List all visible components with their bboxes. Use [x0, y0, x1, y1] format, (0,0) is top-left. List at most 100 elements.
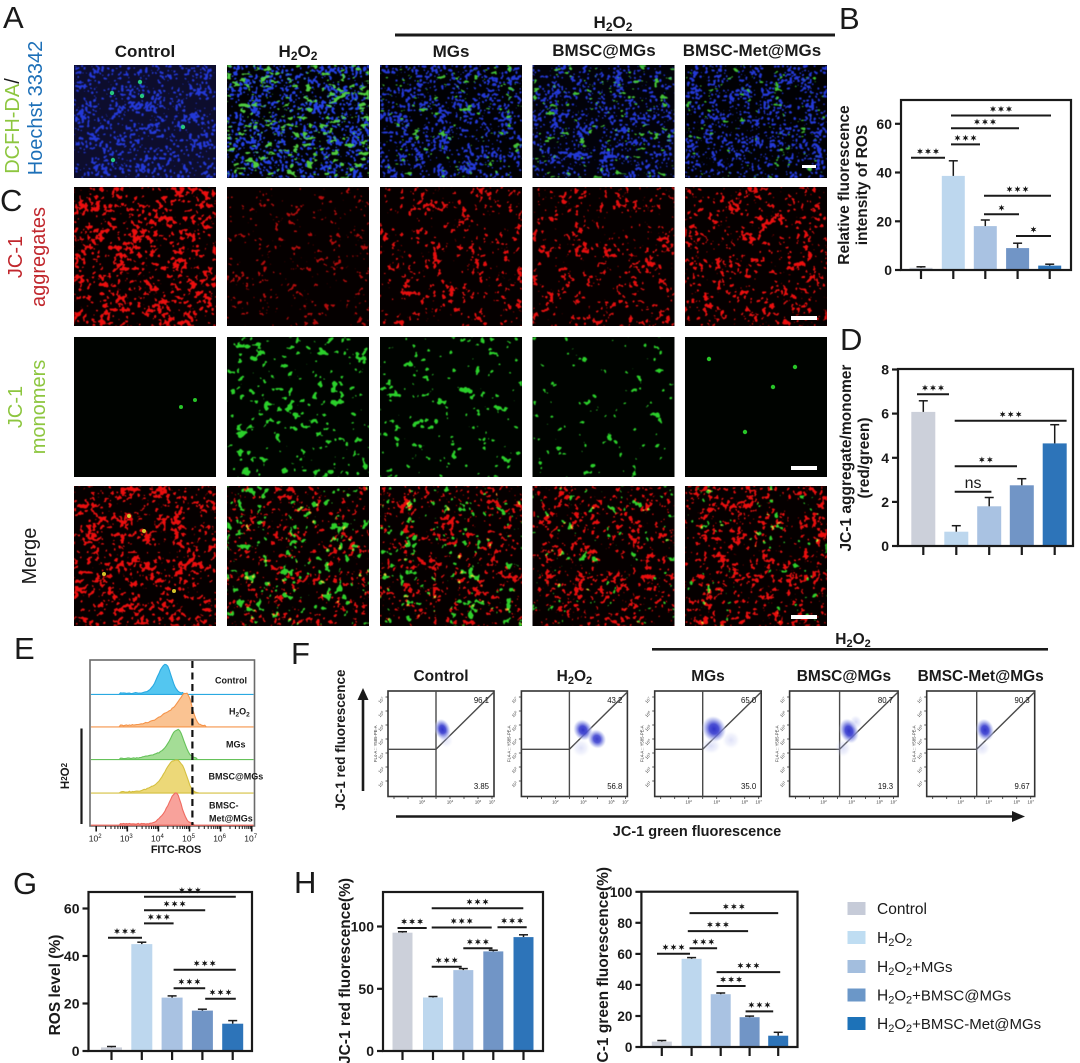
svg-text:103: 103: [120, 834, 133, 844]
svg-text:Hoechst 33342: Hoechst 33342: [25, 41, 47, 176]
svg-text:40: 40: [64, 948, 80, 964]
svg-text:0: 0: [366, 1043, 374, 1059]
svg-text:20: 20: [64, 996, 80, 1012]
svg-text:107: 107: [1028, 799, 1035, 805]
svg-text:105: 105: [916, 724, 925, 733]
svg-text:BMSC@MGs: BMSC@MGs: [797, 668, 891, 685]
svg-text:40: 40: [617, 978, 632, 993]
svg-text:65.0: 65.0: [741, 696, 757, 705]
svg-text:FITC-ROS: FITC-ROS: [151, 844, 201, 856]
svg-text:ns: ns: [965, 475, 982, 492]
svg-text:106: 106: [377, 710, 386, 719]
svg-text:intensity of ROS: intensity of ROS: [854, 125, 871, 246]
svg-text:JC-1: JC-1: [5, 236, 27, 278]
svg-text:107: 107: [778, 696, 787, 705]
svg-text:105: 105: [377, 724, 386, 733]
svg-text:102: 102: [552, 799, 559, 805]
svg-text:Met@MGs: Met@MGs: [209, 814, 253, 824]
svg-text:104: 104: [848, 799, 855, 805]
svg-text:107: 107: [622, 799, 629, 805]
svg-text:103: 103: [510, 752, 519, 761]
svg-text:102: 102: [778, 766, 787, 775]
svg-text:104: 104: [916, 738, 925, 747]
svg-text:6: 6: [881, 406, 889, 422]
svg-text:60: 60: [617, 947, 632, 962]
svg-text:Control: Control: [215, 676, 247, 686]
svg-text:0: 0: [625, 1040, 633, 1055]
svg-text:BMSC-: BMSC-: [209, 801, 239, 811]
svg-text:106: 106: [644, 710, 653, 719]
svg-text:2: 2: [881, 494, 889, 510]
svg-text:105: 105: [778, 724, 787, 733]
svg-text:20: 20: [617, 1009, 632, 1024]
svg-text:JC-1 green fluorescence: JC-1 green fluorescence: [613, 824, 781, 840]
svg-text:106: 106: [742, 799, 749, 805]
svg-text:H2O2: H2O2: [877, 930, 912, 949]
svg-text:50: 50: [358, 981, 374, 997]
svg-text:40: 40: [876, 165, 892, 181]
svg-text:102: 102: [419, 799, 426, 805]
svg-text:0: 0: [72, 1043, 80, 1059]
svg-text:FL4-A :: Y585-PE-A: FL4-A :: Y585-PE-A: [373, 725, 378, 762]
svg-text:60: 60: [64, 901, 80, 917]
svg-text:106: 106: [475, 799, 482, 805]
svg-text:106: 106: [876, 799, 883, 805]
svg-text:4: 4: [881, 450, 889, 466]
svg-text:106: 106: [213, 834, 226, 844]
svg-text:MGs: MGs: [226, 740, 246, 750]
svg-text:H2O2: H2O2: [557, 668, 593, 687]
svg-text:101: 101: [377, 780, 386, 789]
svg-text:104: 104: [986, 799, 993, 805]
svg-text:102: 102: [820, 799, 827, 805]
svg-text:104: 104: [377, 738, 386, 747]
svg-text:106: 106: [1014, 799, 1021, 805]
svg-text:104: 104: [510, 738, 519, 747]
svg-text:H2O2: H2O2: [594, 13, 633, 34]
svg-text:3.85: 3.85: [474, 782, 490, 791]
svg-text:105: 105: [182, 834, 195, 844]
svg-text:102: 102: [510, 766, 519, 775]
svg-text:Control: Control: [413, 668, 468, 685]
svg-text:105: 105: [510, 724, 519, 733]
svg-text:Control: Control: [877, 901, 927, 918]
svg-text:107: 107: [890, 799, 897, 805]
svg-text:101: 101: [916, 780, 925, 789]
svg-text:aggregates: aggregates: [28, 207, 50, 307]
svg-text:BMSC-Met@MGs: BMSC-Met@MGs: [683, 41, 821, 60]
svg-text:104: 104: [151, 834, 164, 844]
svg-text:102: 102: [958, 799, 965, 805]
svg-text:104: 104: [778, 738, 787, 747]
svg-text:FL4-A :: Y585-PE-A: FL4-A :: Y585-PE-A: [775, 725, 780, 762]
svg-text:monomers: monomers: [28, 360, 50, 454]
svg-text:H2O2: H2O2: [835, 631, 871, 650]
svg-text:102: 102: [644, 766, 653, 775]
svg-text:9.67: 9.67: [1015, 782, 1030, 791]
svg-text:96.1: 96.1: [474, 696, 489, 705]
svg-text:Relative fluorescence: Relative fluorescence: [836, 105, 853, 265]
svg-text:103: 103: [377, 752, 386, 761]
svg-text:107: 107: [756, 799, 763, 805]
svg-text:FL4-A :: Y585-PE-A: FL4-A :: Y585-PE-A: [640, 725, 645, 762]
svg-text:MGs: MGs: [691, 668, 725, 685]
svg-text:E: E: [14, 631, 35, 666]
svg-text:8: 8: [881, 362, 889, 378]
svg-text:102: 102: [377, 766, 386, 775]
svg-text:(red/green): (red/green): [856, 418, 873, 499]
svg-text:JC-1 red fluorescence: JC-1 red fluorescence: [333, 669, 348, 811]
svg-text:80.7: 80.7: [878, 696, 893, 705]
svg-text:0: 0: [881, 538, 889, 554]
svg-text:BMSC-Met@MGs: BMSC-Met@MGs: [918, 668, 1044, 685]
svg-text:103: 103: [644, 752, 653, 761]
svg-text:104: 104: [714, 799, 721, 805]
svg-text:35.0: 35.0: [741, 782, 757, 791]
svg-text:101: 101: [644, 780, 653, 789]
svg-text:104: 104: [580, 799, 587, 805]
svg-text:107: 107: [916, 696, 925, 705]
svg-text:107: 107: [510, 696, 519, 705]
svg-text:MGs: MGs: [433, 42, 470, 61]
svg-text:107: 107: [644, 696, 653, 705]
svg-text:FL4-A :: Y585-PE-A: FL4-A :: Y585-PE-A: [506, 725, 511, 762]
svg-text:H2O2+MGs: H2O2+MGs: [877, 959, 953, 978]
svg-text:106: 106: [916, 710, 925, 719]
svg-text:A: A: [3, 0, 24, 35]
